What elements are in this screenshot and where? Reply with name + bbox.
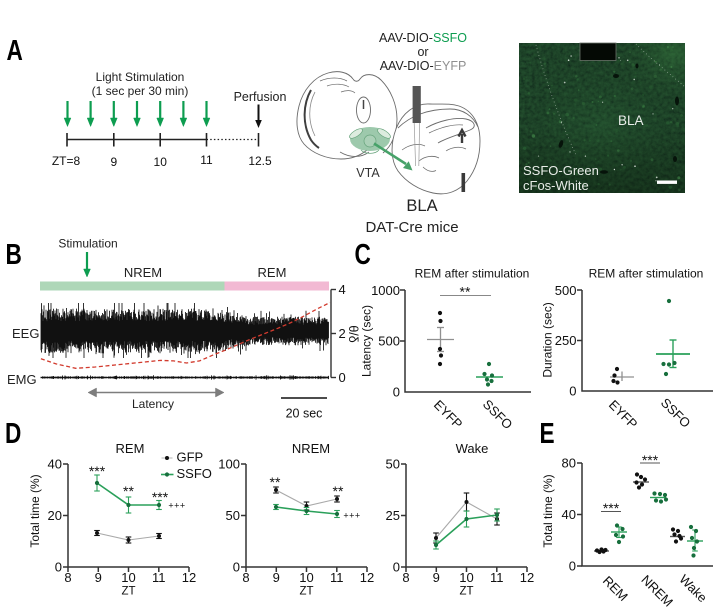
svg-text:100: 100 [218,457,240,472]
svg-text:20: 20 [48,508,62,523]
svg-text:DAT-Cre mice: DAT-Cre mice [365,219,458,236]
svg-text:**: ** [333,483,344,499]
svg-text:B: B [6,237,22,270]
svg-text:***: *** [152,489,169,505]
svg-text:**: ** [123,483,134,499]
svg-text:REM: REM [258,265,287,280]
svg-text:10: 10 [121,570,135,585]
svg-text:0: 0 [339,370,346,385]
svg-text:0: 0 [569,384,576,399]
svg-text:θ/δ: θ/δ [346,325,360,342]
svg-text:9: 9 [110,155,117,169]
svg-text:500: 500 [378,334,400,349]
svg-text:50: 50 [386,457,400,472]
svg-text:Duration (sec): Duration (sec) [541,302,555,377]
svg-text:ZT: ZT [299,586,313,598]
svg-text:9: 9 [95,570,102,585]
svg-text:12: 12 [360,570,374,585]
svg-text:11: 11 [330,570,344,585]
svg-text:9: 9 [273,570,280,585]
svg-text:11: 11 [200,153,213,167]
svg-text:EEG: EEG [12,326,39,341]
svg-text:10: 10 [299,570,313,585]
svg-text:GFP: GFP [177,450,204,465]
svg-text:Perfusion: Perfusion [234,90,287,104]
svg-text:8: 8 [402,570,409,585]
svg-text:AAV-DIO-SSFO: AAV-DIO-SSFO [379,31,467,45]
svg-text:0: 0 [393,560,400,575]
svg-text:0: 0 [55,560,62,575]
svg-text:ZT=8: ZT=8 [52,154,81,168]
svg-text:11: 11 [152,570,166,585]
svg-text:Wake: Wake [456,441,489,456]
svg-text:0: 0 [569,559,576,574]
svg-text:BLA: BLA [406,197,437,215]
svg-text:11: 11 [490,570,504,585]
svg-text:Total time (%): Total time (%) [28,474,42,547]
svg-text:***: *** [603,500,620,516]
svg-text:EMG: EMG [7,372,37,387]
svg-text:8: 8 [64,570,71,585]
svg-text:REM after stimulation: REM after stimulation [589,267,704,281]
svg-text:500: 500 [555,283,577,298]
svg-text:NREM: NREM [124,265,162,280]
svg-text:AAV-DIO-EYFP: AAV-DIO-EYFP [380,59,467,73]
svg-text:0: 0 [393,385,400,400]
svg-text:**: ** [460,284,471,300]
svg-text:ZT: ZT [459,586,473,598]
svg-text:Light Stimulation: Light Stimulation [96,70,185,84]
svg-text:***: *** [642,452,659,468]
svg-text:80: 80 [562,456,576,471]
svg-text:***: *** [89,463,106,479]
svg-text:0: 0 [233,560,240,575]
svg-text:Latency: Latency [132,397,174,411]
svg-text:4: 4 [339,282,346,297]
svg-text:12: 12 [520,570,534,585]
svg-text:NREM: NREM [292,441,330,456]
svg-text:or: or [417,45,428,59]
svg-text:A: A [7,33,24,66]
svg-text:REM: REM [116,441,145,456]
svg-text:10: 10 [459,570,473,585]
svg-text:40: 40 [562,507,576,522]
svg-text:12.5: 12.5 [248,154,272,168]
svg-text:40: 40 [48,457,62,472]
svg-text:1000: 1000 [371,283,400,298]
svg-text:VTA: VTA [356,166,380,180]
svg-text:(1 sec per 30 min): (1 sec per 30 min) [92,84,189,98]
svg-text:SSFO: SSFO [177,466,212,481]
svg-text:**: ** [270,474,281,490]
svg-text:+++: +++ [343,511,360,521]
svg-text:25: 25 [386,508,400,523]
svg-text:20 sec: 20 sec [286,407,323,421]
svg-text:REM after stimulation: REM after stimulation [415,267,530,281]
svg-text:Latency (sec): Latency (sec) [360,305,374,377]
svg-text:10: 10 [154,155,168,169]
svg-text:9: 9 [433,570,440,585]
svg-text:C: C [355,237,372,270]
svg-text:D: D [5,416,21,449]
svg-text:250: 250 [555,333,577,348]
svg-text:Stimulation: Stimulation [58,237,117,251]
svg-text:50: 50 [226,508,240,523]
svg-text:ZT: ZT [121,586,135,598]
svg-text:+++: +++ [168,501,185,511]
svg-text:12: 12 [182,570,196,585]
svg-text:SSFO-Green: SSFO-Green [523,163,599,178]
svg-text:BLA: BLA [618,113,644,128]
svg-text:E: E [540,416,555,449]
svg-text:cFos-White: cFos-White [523,178,589,193]
svg-text:8: 8 [242,570,249,585]
svg-text:Total time (%): Total time (%) [541,474,555,547]
svg-text:2: 2 [339,326,346,341]
